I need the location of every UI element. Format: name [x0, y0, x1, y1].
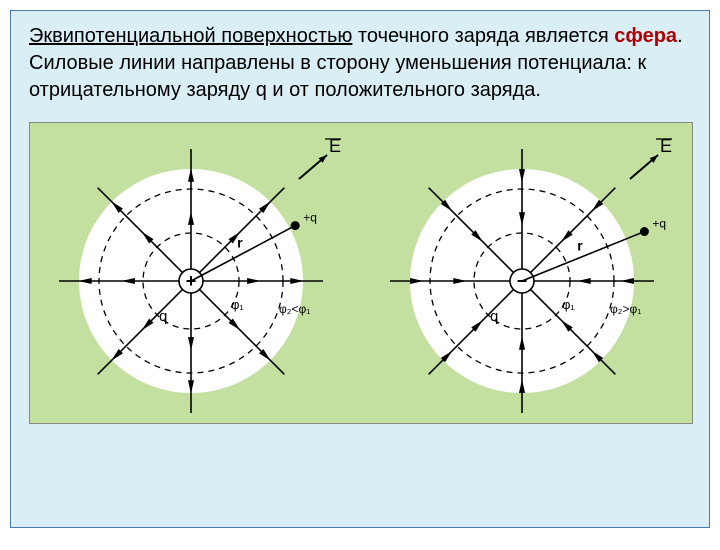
text-block: Эквипотенциальной поверхностью точечного… — [29, 23, 691, 104]
svg-text:φ₁: φ₁ — [231, 297, 244, 312]
diagram-positive: +r+qEφ₁φ₂<φ₁q — [46, 133, 346, 413]
diagram-negative: −r+qEφ₁φ₂>φ₁q — [377, 133, 677, 413]
term-equipotential: Эквипотенциальной поверхностью — [29, 25, 352, 47]
svg-text:r: r — [237, 234, 243, 250]
svg-text:+q: +q — [652, 217, 666, 231]
svg-text:r: r — [577, 237, 583, 253]
text-line2: Силовые линии направлены в сторону умень… — [29, 52, 646, 101]
term-sphere: сфера — [614, 25, 677, 47]
diagram-panel: +r+qEφ₁φ₂<φ₁q −r+qEφ₁φ₂>φ₁q — [29, 122, 693, 424]
svg-text:q: q — [159, 308, 167, 325]
period: . — [677, 25, 683, 47]
svg-text:E: E — [660, 136, 672, 156]
text-segment: точечного заряда является — [352, 25, 614, 47]
svg-text:φ₁: φ₁ — [562, 297, 575, 312]
svg-text:φ₂>φ₁: φ₂>φ₁ — [610, 302, 641, 316]
svg-text:q: q — [490, 308, 498, 325]
svg-text:E: E — [329, 136, 341, 156]
slide-box: Эквипотенциальной поверхностью точечного… — [10, 10, 710, 528]
svg-text:+q: +q — [303, 211, 317, 225]
svg-text:φ₂<φ₁: φ₂<φ₁ — [279, 302, 310, 316]
